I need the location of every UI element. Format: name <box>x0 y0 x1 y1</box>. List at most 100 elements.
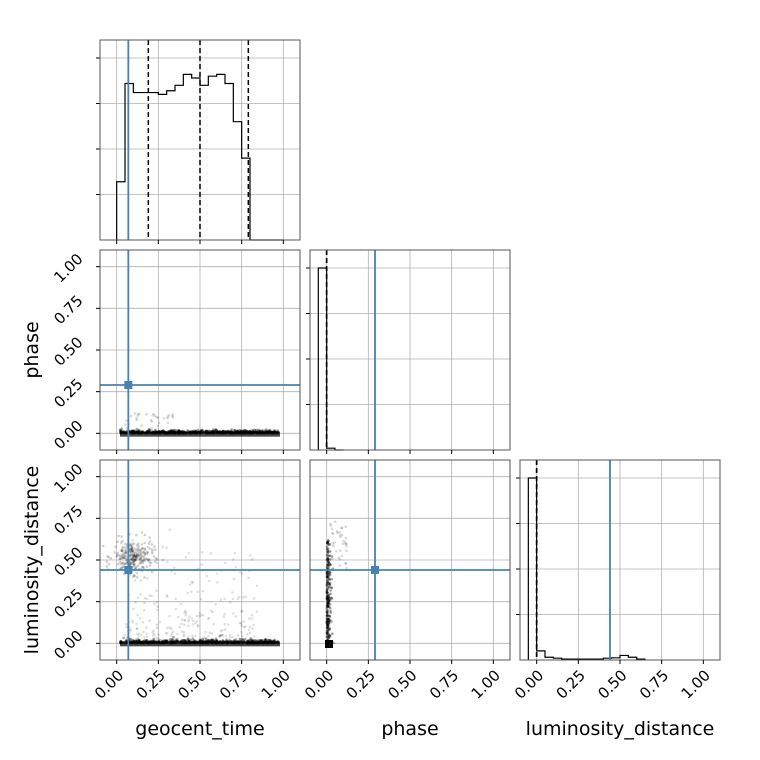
sample-point <box>329 611 333 614</box>
sample-point <box>326 615 329 618</box>
sample-point <box>115 555 118 558</box>
sample-point <box>239 429 243 433</box>
sample-point <box>326 617 329 621</box>
sample-point <box>130 558 134 561</box>
sample-point <box>121 545 125 549</box>
sample-point <box>142 566 146 570</box>
sample-point <box>243 428 246 432</box>
sample-point <box>211 428 215 431</box>
sample-point <box>129 562 133 565</box>
sample-point <box>328 614 332 618</box>
sample-point <box>136 412 140 416</box>
sample-point <box>339 535 342 539</box>
sample-point <box>125 639 129 642</box>
sample-point <box>187 624 190 628</box>
sample-point <box>170 638 174 641</box>
sample-point <box>194 429 198 433</box>
sample-point <box>151 414 155 417</box>
sample-point <box>223 612 226 616</box>
sample-point <box>133 547 137 551</box>
sample-point <box>328 634 332 638</box>
sample-point <box>129 560 132 564</box>
sample-point <box>325 622 329 625</box>
sample-point <box>115 553 119 557</box>
sample-point <box>326 580 330 584</box>
sample-point <box>325 596 329 600</box>
sample-point <box>168 528 172 532</box>
sample-point <box>155 558 159 561</box>
sample-point <box>161 638 164 642</box>
sample-point <box>132 553 136 557</box>
sample-point <box>329 524 333 527</box>
sample-point <box>105 565 109 568</box>
sample-point <box>238 571 242 574</box>
sample-point <box>329 592 332 596</box>
sample-point <box>143 548 147 552</box>
sample-point <box>120 561 124 565</box>
sample-point <box>326 571 330 575</box>
sample-point <box>124 557 128 561</box>
sample-point <box>151 548 154 552</box>
truth-marker <box>124 381 133 389</box>
sample-point <box>136 414 139 418</box>
sample-point <box>251 627 254 630</box>
sample-point <box>252 635 256 638</box>
sample-point <box>207 616 211 620</box>
sample-point <box>129 547 132 551</box>
sample-point <box>161 429 165 432</box>
sample-point <box>224 634 228 638</box>
sample-point <box>249 637 253 640</box>
sample-point <box>325 541 329 544</box>
sample-point <box>135 637 138 640</box>
x-tick-label: 1.00 <box>468 666 504 702</box>
sample-point <box>248 625 252 629</box>
sample-point <box>139 548 143 552</box>
sample-point <box>143 601 146 605</box>
sample-point <box>168 614 171 618</box>
sample-point <box>328 621 331 625</box>
sample-point <box>325 589 329 593</box>
sample-point <box>128 563 132 566</box>
sample-point <box>129 637 133 641</box>
sample-point <box>329 563 332 567</box>
sample-point <box>209 638 213 642</box>
sample-point <box>149 428 152 432</box>
sample-point <box>152 629 155 633</box>
scatter-points <box>101 528 280 647</box>
x-tick-label: 0.00 <box>91 666 127 702</box>
sample-point <box>183 638 186 642</box>
sample-point <box>131 556 135 559</box>
sample-point <box>326 634 330 638</box>
sample-point <box>325 571 329 574</box>
sample-point <box>201 639 204 642</box>
sample-point <box>325 553 329 557</box>
sample-point <box>326 594 329 598</box>
sample-point <box>204 429 208 433</box>
sample-point <box>325 584 329 587</box>
sample-point <box>327 565 331 568</box>
panel-1-1 <box>306 249 511 454</box>
sample-point <box>327 633 331 636</box>
sample-point <box>133 559 137 563</box>
sample-point <box>326 559 330 563</box>
density-block <box>325 640 333 648</box>
sample-point <box>156 416 160 419</box>
histogram-geocent_time <box>116 73 284 241</box>
sample-point <box>326 565 330 568</box>
sample-point <box>325 609 329 613</box>
sample-point <box>325 617 329 620</box>
sample-point <box>186 638 190 642</box>
sample-point <box>326 591 329 595</box>
sample-point <box>183 609 187 613</box>
sample-point <box>326 601 329 604</box>
sample-point <box>326 540 329 544</box>
sample-point <box>326 585 329 589</box>
sample-point <box>124 551 128 555</box>
sample-point <box>326 631 329 634</box>
sample-point <box>327 571 331 574</box>
sample-point <box>326 597 329 601</box>
sample-point <box>143 576 146 579</box>
sample-point <box>135 575 139 579</box>
sample-point <box>150 420 154 423</box>
sample-point <box>264 639 267 642</box>
